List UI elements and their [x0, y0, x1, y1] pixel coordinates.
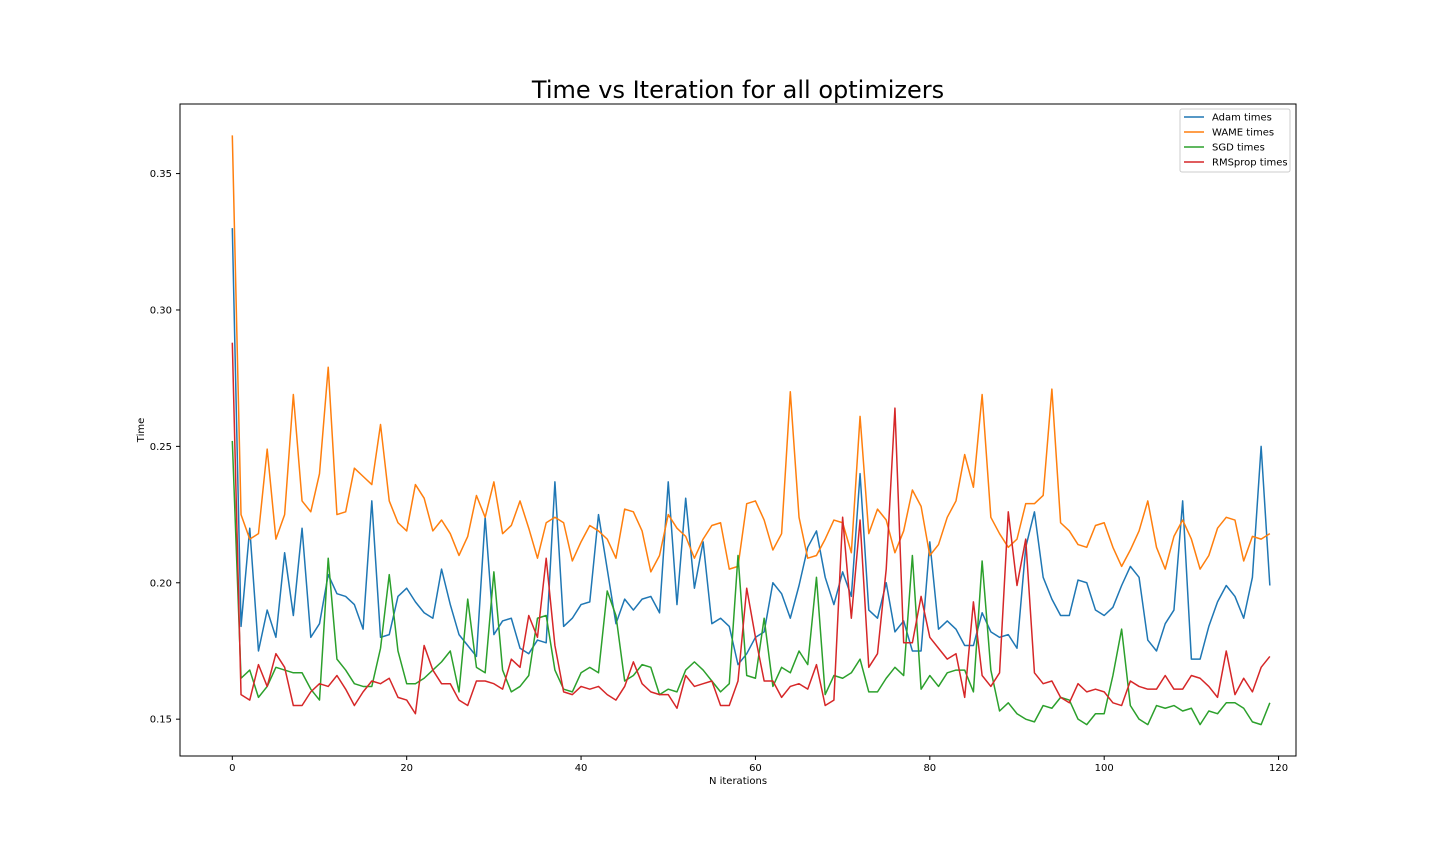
- x-tick-label: 40: [575, 763, 588, 774]
- legend-label-wame-times: WAME times: [1212, 128, 1274, 139]
- x-axis: 0 20 40 60 80 100 120: [229, 756, 1288, 774]
- y-tick-label: 0.35: [150, 169, 172, 180]
- y-axis: 0.15 0.20 0.25 0.30 0.35: [150, 169, 180, 726]
- x-tick-label: 20: [400, 763, 413, 774]
- series-line-rmsprop-times: [231, 342, 1271, 715]
- x-tick-label: 60: [749, 763, 762, 774]
- plot-frame: [179, 103, 1297, 757]
- legend-label-adam-times: Adam times: [1212, 113, 1272, 124]
- legend-label-sgd-times: SGD times: [1212, 143, 1265, 154]
- legend-box: [1179, 108, 1291, 173]
- x-tick-label: 80: [923, 763, 936, 774]
- series-line-adam-times: [231, 228, 1271, 666]
- y-tick-label: 0.20: [150, 578, 172, 589]
- series-line-sgd-times: [231, 440, 1271, 726]
- x-tick-label: 120: [1269, 763, 1288, 774]
- y-tick-label: 0.25: [150, 442, 172, 453]
- y-axis-label: Time: [136, 418, 147, 443]
- y-tick-label: 0.15: [150, 715, 172, 726]
- legend: Adam times WAME times SGD times RMSprop tim…: [1179, 108, 1291, 173]
- chart-title: Time vs Iteration for all optimizers: [531, 76, 944, 104]
- legend-label-rmsprop-times: RMSprop times: [1212, 158, 1288, 169]
- y-tick-label: 0.30: [150, 305, 172, 316]
- x-tick-label: 100: [1095, 763, 1114, 774]
- series-line-wame-times: [231, 135, 1271, 573]
- plot-area: [180, 104, 1296, 756]
- x-axis-label: N iterations: [709, 776, 767, 787]
- series-lines: [231, 135, 1271, 726]
- x-tick-label: 0: [229, 763, 235, 774]
